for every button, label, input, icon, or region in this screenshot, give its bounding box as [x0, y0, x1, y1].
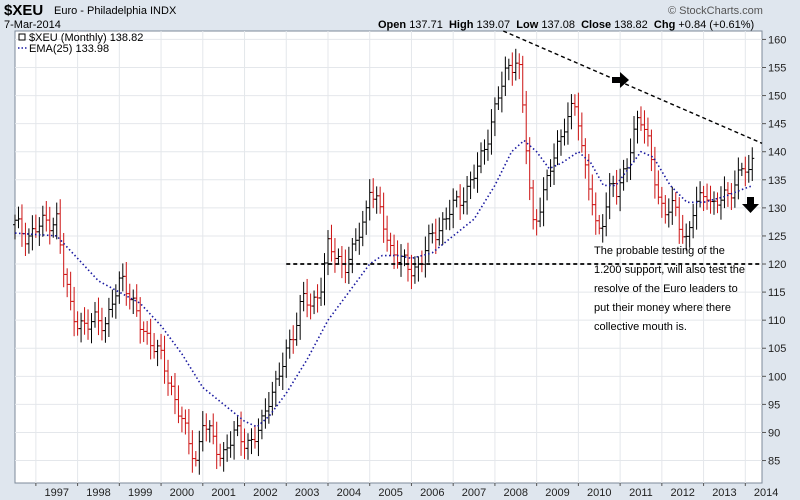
stockcharts-logo: © StockCharts.com — [668, 5, 763, 17]
y-tick-label: 135 — [768, 175, 786, 187]
x-tick-label: 2008 — [504, 487, 528, 499]
close-value: 138.82 — [614, 19, 648, 31]
legend-price-swatch — [18, 33, 26, 41]
y-tick-label: 160 — [768, 34, 786, 46]
annotation-line: The probable testing of the — [594, 245, 725, 257]
x-tick-label: 1998 — [86, 487, 110, 499]
resistance-trendline — [502, 30, 763, 144]
ema-line — [14, 139, 754, 428]
low-label: Low — [516, 19, 539, 31]
chg-label: Chg — [653, 19, 676, 31]
y-tick-label: 90 — [768, 427, 780, 439]
annotation-line: collective mouth is. — [594, 321, 687, 333]
legend-price-label: $XEU (Monthly) 138.82 — [29, 32, 143, 44]
y-tick-label: 130 — [768, 203, 786, 215]
x-tick-label: 1999 — [128, 487, 152, 499]
symbol-title: $XEU — [4, 2, 44, 19]
y-tick-label: 85 — [768, 456, 780, 468]
annotation-line: 1.200 support, will also test the — [594, 264, 745, 276]
x-tick-label: 2009 — [545, 487, 569, 499]
y-tick-label: 100 — [768, 371, 786, 383]
y-tick-label: 125 — [768, 231, 786, 243]
high-value: 139.07 — [476, 19, 511, 31]
y-tick-label: 115 — [768, 287, 786, 299]
ohlc-bar — [750, 147, 755, 182]
chg-value: +0.84 (+0.61%) — [678, 19, 755, 31]
close-label: Close — [581, 19, 612, 31]
y-tick-label: 145 — [768, 119, 786, 131]
x-axis: 1997 1998 1999 2000 2001 2002 2003 2004 2005 2006… — [35, 31, 778, 499]
annotation-line: resolve of the Euro leaders to — [594, 283, 738, 295]
right-arrow-icon — [612, 72, 629, 88]
x-tick-label: 2002 — [253, 487, 277, 499]
y-tick-label: 140 — [768, 147, 786, 159]
y-tick-label: 110 — [768, 315, 786, 327]
ohlc-summary: Open 137.71 High 139.07 Low 137.08 Close… — [378, 19, 754, 31]
x-tick-label: 2005 — [378, 487, 402, 499]
x-tick-label: 2013 — [712, 487, 736, 499]
x-tick-label: 2007 — [462, 487, 486, 499]
y-tick-label: 95 — [768, 399, 780, 411]
high-label: High — [448, 19, 474, 31]
open-label: Open — [378, 19, 407, 31]
plot-area — [14, 30, 763, 484]
y-tick-label: 150 — [768, 91, 786, 103]
legend-ema-label: EMA(25) 133.98 — [29, 43, 109, 55]
chart-date: 7-Mar-2014 — [4, 19, 61, 31]
x-tick-label: 2011 — [629, 487, 653, 499]
x-tick-label: 2000 — [170, 487, 194, 499]
y-tick-label: 120 — [768, 259, 786, 271]
symbol-description: Euro - Philadelphia INDX — [54, 5, 177, 17]
x-tick-label: 1997 — [44, 487, 68, 499]
y-tick-label: 105 — [768, 343, 786, 355]
down-arrow-icon — [742, 197, 759, 213]
x-tick-label: 2001 — [211, 487, 235, 499]
open-value: 137.71 — [409, 19, 443, 31]
x-tick-label: 2006 — [420, 487, 444, 499]
ohlc-bars — [13, 48, 755, 475]
annotation-line: put their money where there — [594, 302, 731, 314]
x-tick-label: 2003 — [295, 487, 319, 499]
x-tick-label: 2012 — [670, 487, 694, 499]
x-tick-label: 2004 — [337, 487, 361, 499]
x-tick-label: 2010 — [587, 487, 611, 499]
y-tick-label: 155 — [768, 62, 786, 74]
low-value: 137.08 — [541, 19, 575, 31]
x-tick-label: 2014 — [754, 487, 778, 499]
annotation-text: The probable testing of the 1.200 support… — [594, 245, 745, 333]
